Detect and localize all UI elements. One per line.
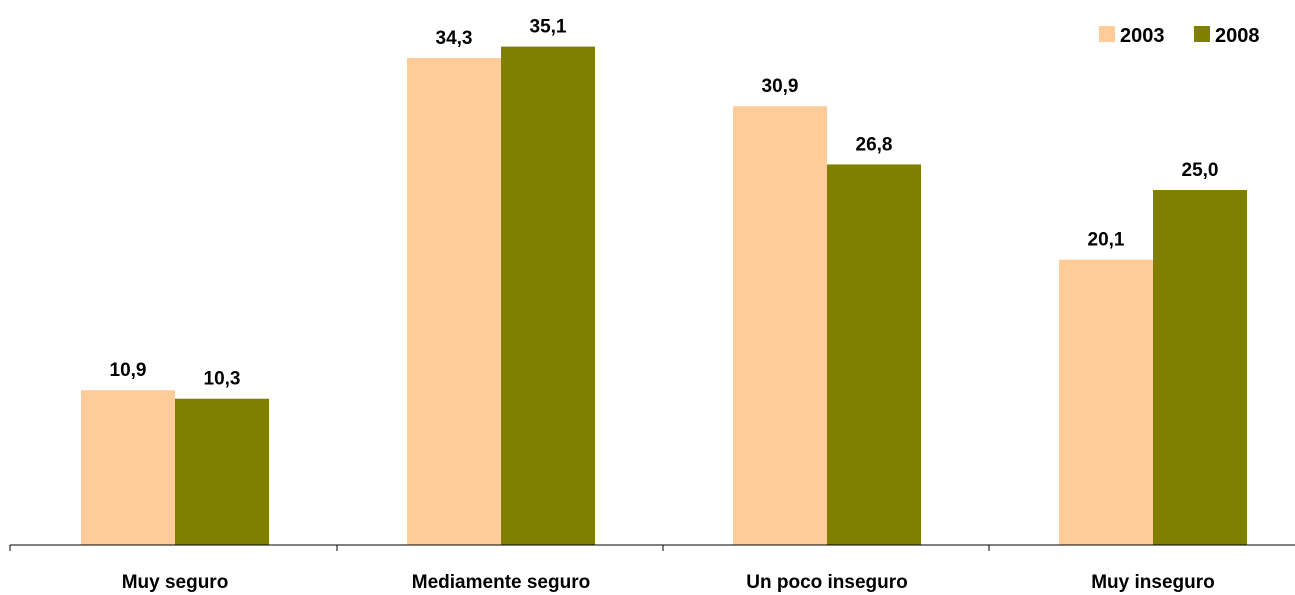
bar-2008-2 — [827, 164, 921, 545]
legend-label-2003: 2003 — [1120, 25, 1165, 47]
data-label-2008-1: 35,1 — [530, 17, 567, 38]
legend-label-2008: 2008 — [1215, 25, 1260, 47]
category-labels-group: Muy seguro Mediamente seguro Un poco inseg… — [122, 572, 1215, 593]
legend-swatch-2003 — [1099, 26, 1115, 42]
data-label-2008-0: 10,3 — [204, 369, 241, 390]
bar-2008-0 — [175, 398, 269, 545]
bar-2003-2 — [733, 106, 827, 545]
legend: 2003 2008 — [1099, 25, 1260, 47]
data-label-2003-1: 34,3 — [436, 28, 473, 49]
bar-2003-1 — [407, 57, 501, 545]
bar-2008-3 — [1153, 190, 1247, 545]
bar-2003-3 — [1059, 259, 1153, 545]
data-label-2008-2: 26,8 — [856, 134, 893, 155]
x-axis — [9, 544, 1295, 551]
bars-group — [81, 46, 1247, 546]
data-label-2003-2: 30,9 — [762, 76, 799, 97]
category-label-0: Muy seguro — [122, 572, 229, 593]
legend-swatch-2008 — [1194, 26, 1210, 42]
data-label-2008-3: 25,0 — [1182, 160, 1219, 181]
data-label-2003-0: 10,9 — [110, 360, 147, 381]
data-label-2003-3: 20,1 — [1088, 230, 1125, 251]
category-label-2: Un poco inseguro — [746, 572, 908, 593]
category-label-1: Mediamente seguro — [412, 572, 590, 593]
bar-2008-1 — [501, 46, 595, 546]
bar-2003-0 — [81, 390, 175, 545]
bar-labels-group: 10,9 10,3 34,3 35,1 30,9 26,8 20,1 25,0 — [110, 17, 1219, 390]
category-label-3: Muy inseguro — [1091, 572, 1215, 593]
